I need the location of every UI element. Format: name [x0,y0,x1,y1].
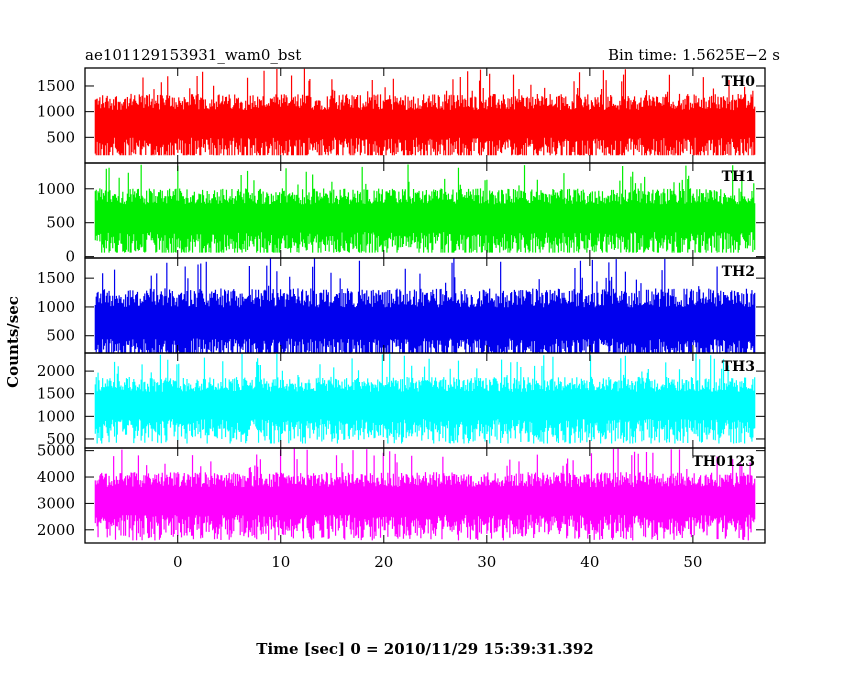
y-tick-label: 3000 [37,494,75,512]
panel-frame [84,447,766,544]
series-th2 [94,258,756,353]
y-tick-label: 1000 [37,407,75,425]
y-tick-label: 1500 [37,77,75,95]
series-label: TH3 [722,359,755,375]
series-label: TH1 [722,169,755,185]
y-tick-label: 2000 [37,521,75,539]
x-axis-title: Time [sec] 0 = 2010/11/29 15:39:31.392 [256,640,593,658]
y-tick-label: 4000 [37,468,75,486]
y-tick-label: 500 [46,327,75,345]
y-tick-label: 0 [65,248,75,266]
y-tick-label: 1500 [37,385,75,403]
x-tick-label: 50 [683,553,702,571]
panel-th0: 500 1000 1500 TH0 [37,67,766,164]
y-tick-label: 500 [46,430,75,448]
y-tick-label: 5000 [37,442,75,460]
y-tick-label: 500 [46,214,75,232]
y-tick-label: 1500 [37,269,75,287]
x-tick-label: 0 [173,553,183,571]
y-tick-label: 500 [46,128,75,146]
series-label: TH0123 [692,454,755,470]
y-axis-title: Counts/sec [4,296,22,388]
panel-th1: 0 500 1000 TH1 [37,162,766,266]
series-label: TH0 [722,74,756,90]
y-tick-label: 2000 [37,362,75,380]
x-axis: 0 10 20 30 40 50 [173,553,702,571]
panel-th0123: 2000 3000 4000 5000 TH0123 [37,442,766,544]
panel-th2: 500 1000 1500 TH2 [37,257,766,354]
chart-title: ae101129153931_wam0_bst [85,46,301,64]
series-label: TH2 [722,264,755,280]
x-tick-label: 40 [580,553,599,571]
x-tick-label: 20 [374,553,393,571]
x-tick-label: 30 [477,553,496,571]
series-th0 [94,68,756,156]
series-th0123 [94,448,756,541]
x-tick-label: 10 [271,553,290,571]
y-tick-label: 1000 [37,180,75,198]
series-th3 [94,353,756,444]
panel-th3: 500 1000 1500 2000 TH3 [37,352,766,449]
y-tick-label: 1000 [37,298,75,316]
series-th1 [94,164,756,253]
bin-time-label: Bin time: 1.5625E−2 s [608,46,780,64]
y-tick-label: 1000 [37,103,75,121]
